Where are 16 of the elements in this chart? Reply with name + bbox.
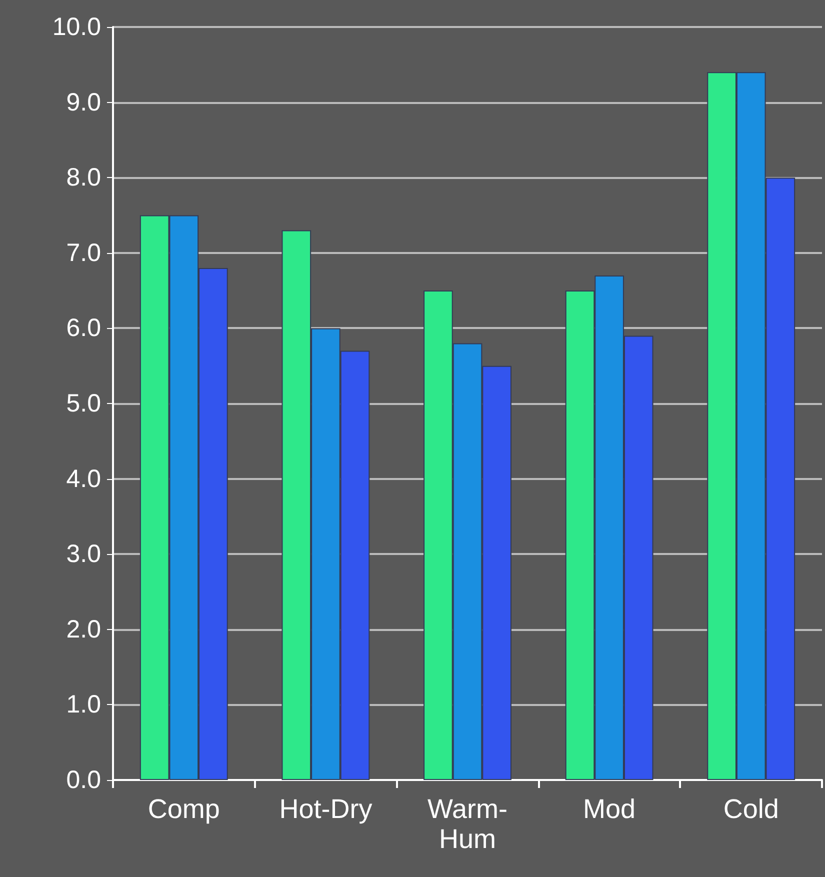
y-tick-label: 2.0 (66, 615, 101, 644)
y-tick-label: 3.0 (66, 540, 101, 568)
y-tick-label: 10.0 (52, 13, 101, 41)
y-tick-label: 8.0 (66, 164, 101, 192)
y-tick-label: 1.0 (66, 690, 101, 719)
x-tick-label: Hot-Dry (279, 794, 373, 824)
x-tick-label: Comp (148, 794, 220, 824)
x-tick-label: Warm- Hum (428, 794, 508, 854)
x-tick-label: Mod (583, 794, 636, 824)
x-tick-label: Cold (723, 794, 779, 824)
y-tick-label: 6.0 (66, 314, 101, 342)
y-tick-label: 0.0 (66, 766, 101, 794)
y-tick-label: 7.0 (66, 238, 101, 267)
y-tick-label: 9.0 (66, 88, 101, 116)
y-tick-label: 5.0 (66, 390, 101, 418)
y-tick-label: 4.0 (66, 464, 101, 493)
